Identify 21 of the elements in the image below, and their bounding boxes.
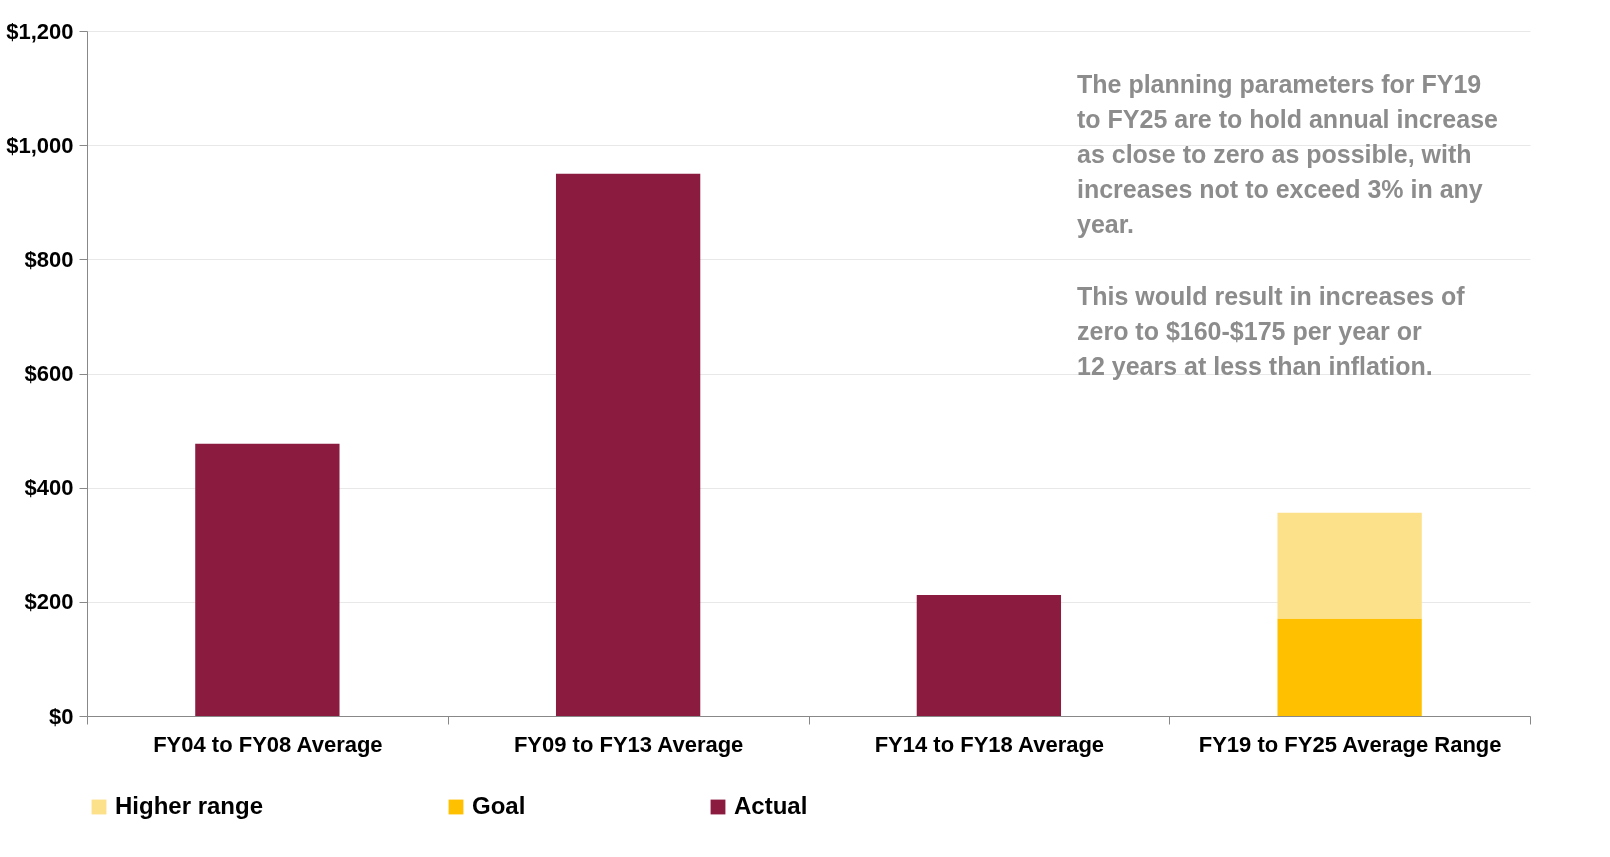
bar — [1277, 512, 1422, 619]
legend-label: Goal — [472, 792, 526, 819]
annotation: This would result in increases of zero to $160-$175 per year or 12 years at less than inflation. — [1077, 282, 1466, 380]
legend-label: Actual — [734, 792, 808, 819]
x-tick-label: FY04 to FY08 Average — [153, 731, 383, 757]
x-tick-label: FY09 to FY13 Average — [513, 731, 744, 757]
y-tick-label: $1,000 — [6, 132, 74, 158]
legend-label: Higher range — [115, 792, 264, 819]
y-tick-label: $800 — [24, 246, 74, 272]
y-tick-label: $1,200 — [6, 18, 74, 44]
y-tick-label: $200 — [24, 589, 74, 615]
bar — [1277, 618, 1422, 716]
x-tick-label: FY19 to FY25 Average Range — [1198, 731, 1502, 757]
x-tick-label: FY14 to FY18 Average — [874, 731, 1105, 757]
bar — [555, 173, 701, 716]
bar — [195, 443, 340, 716]
y-tick-label: $400 — [24, 475, 74, 501]
annotation: The planning parameters for FY19 to FY25 are to hold annual increase as close to zero as possible, with increases not to exceed 3% in any year. — [1077, 70, 1499, 238]
y-tick-label: $600 — [24, 361, 74, 386]
bar — [916, 594, 1062, 716]
y-tick-label: $0 — [49, 703, 74, 729]
